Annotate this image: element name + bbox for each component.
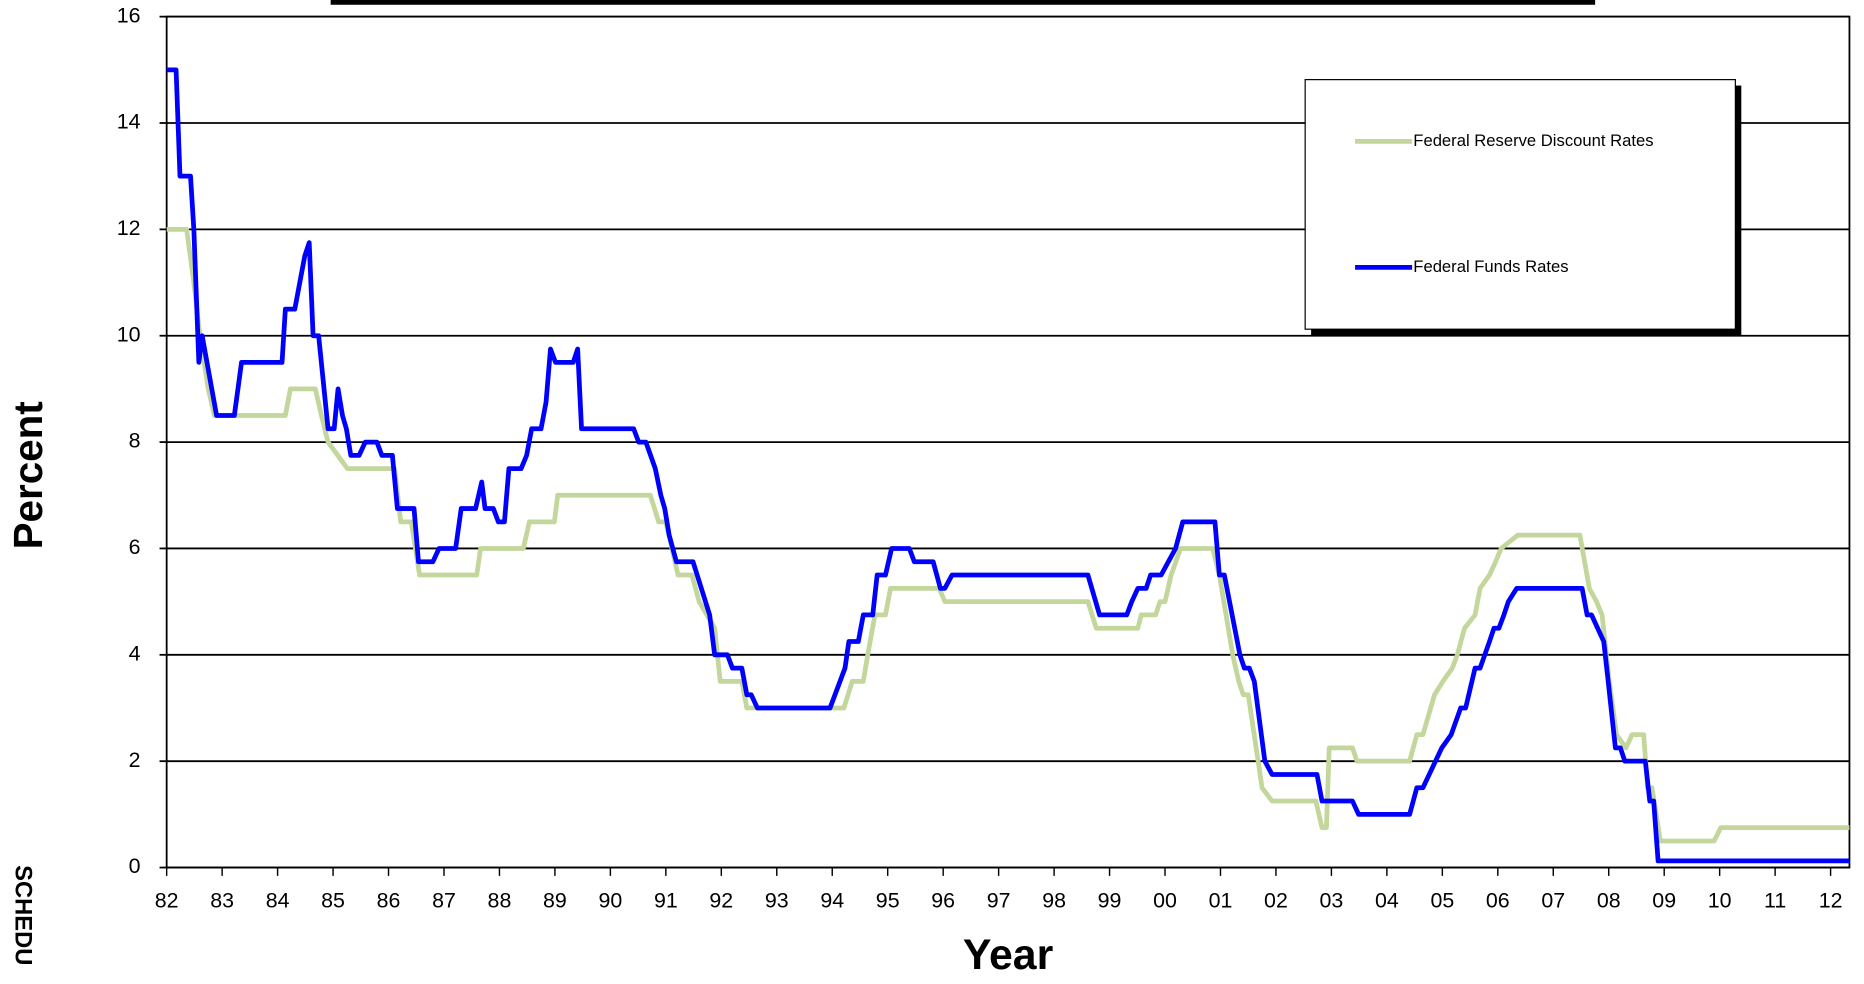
x-tick-label: 09 (1652, 889, 1676, 913)
x-axis-title: Year (963, 931, 1053, 979)
y-tick-label: 10 (117, 322, 141, 346)
x-tick-label: 99 (1098, 889, 1122, 913)
y-tick-label: 4 (129, 641, 141, 665)
x-tick-label: 06 (1486, 889, 1510, 913)
x-tick-label: 08 (1597, 889, 1621, 913)
y-tick-label: 16 (117, 3, 141, 27)
title-bar (330, 0, 1596, 5)
x-tick-label: 84 (266, 889, 290, 913)
y-tick-label: 8 (129, 429, 141, 453)
x-tick-label: 89 (543, 889, 567, 913)
x-tick-label: 05 (1430, 889, 1454, 913)
x-tick-label: 93 (765, 889, 789, 913)
x-tick-label: 82 (155, 889, 179, 913)
series-line (166, 67, 1850, 864)
legend-label: Federal Reserve Discount Rates (1413, 131, 1653, 150)
y-tick-label: 12 (117, 216, 141, 240)
x-tick-label: 88 (488, 889, 512, 913)
x-tick-label: 10 (1708, 889, 1732, 913)
x-tick-label: 85 (321, 889, 345, 913)
x-tick-label: 86 (377, 889, 401, 913)
x-tick-label: 04 (1375, 889, 1399, 913)
x-tick-label: 00 (1153, 889, 1177, 913)
x-tick-label: 95 (876, 889, 900, 913)
x-tick-label: 11 (1764, 889, 1786, 913)
x-tick-label: 02 (1264, 889, 1288, 913)
x-tick-label: 94 (820, 889, 844, 913)
x-tick-label: 91 (654, 889, 678, 913)
side-text: SCHEDU (9, 865, 36, 965)
y-tick-label: 14 (117, 110, 141, 134)
y-axis-title: Percent (5, 401, 51, 549)
x-tick-label: 01 (1209, 889, 1233, 913)
legend-box (1304, 79, 1736, 330)
x-tick-label: 07 (1541, 889, 1565, 913)
x-tick-label: 92 (709, 889, 733, 913)
x-tick-label: 03 (1320, 889, 1344, 913)
series-line (166, 226, 1850, 844)
legend-label: Federal Funds Rates (1413, 257, 1568, 276)
plot-frame (165, 15, 1851, 869)
x-tick-label: 97 (987, 889, 1011, 913)
y-tick-label: 6 (129, 535, 141, 559)
x-tick-label: 83 (210, 889, 234, 913)
y-tick-label: 2 (129, 748, 141, 772)
x-tick-label: 12 (1819, 889, 1843, 913)
y-tick-label: 0 (129, 854, 141, 878)
x-tick-label: 96 (931, 889, 955, 913)
x-tick-label: 98 (1042, 889, 1066, 913)
x-tick-label: 87 (432, 889, 456, 913)
x-tick-label: 90 (598, 889, 622, 913)
